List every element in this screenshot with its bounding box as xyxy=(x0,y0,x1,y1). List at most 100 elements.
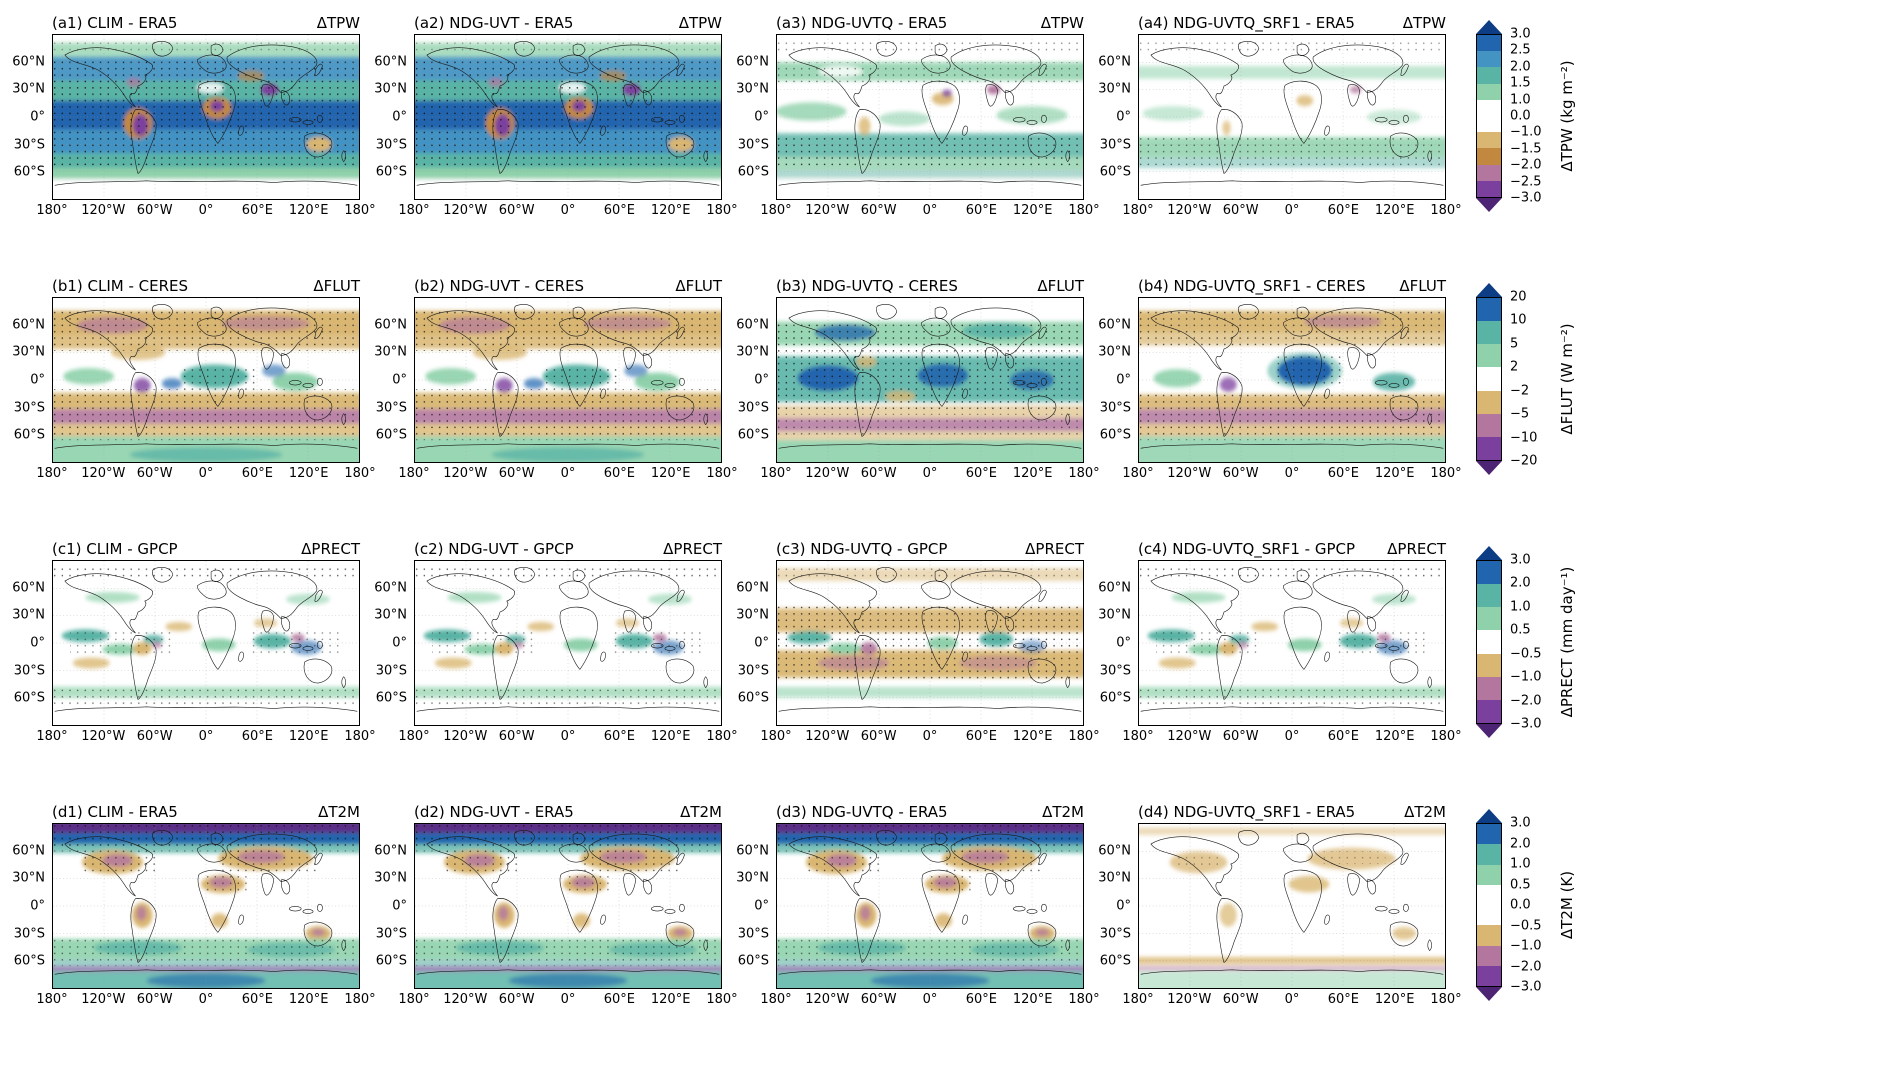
world-map xyxy=(53,35,359,199)
x-tick-label: 180° xyxy=(36,992,68,1007)
x-axis: 180° 120°W 60°W 0° 60°E 120°E 180° xyxy=(398,200,737,218)
x-tick-label: 120°E xyxy=(1012,466,1053,481)
colorbar-tick-label: −1.0 xyxy=(1510,938,1542,954)
panel-variable-label: ΔFLUT xyxy=(313,277,360,295)
colorbar-segment xyxy=(1477,436,1501,460)
panel-variable-label: ΔPRECT xyxy=(1025,540,1084,558)
map-frame xyxy=(1138,34,1446,200)
y-axis: 60°N 30°N 0° 30°S 60°S xyxy=(6,297,52,463)
colorbar-axis-label: ΔPRECT (mm day⁻¹) xyxy=(1558,566,1576,718)
colorbar-t2m: 3.0 2.0 1.0 0.5 0.0 −0.5 −1.0 −2.0 −3.0 ΔT2M (K) xyxy=(1476,803,1626,1001)
x-tick-label: 120°W xyxy=(1167,466,1212,481)
x-tick-label: 60°E xyxy=(241,992,273,1007)
x-tick-label: 120°E xyxy=(650,992,691,1007)
colorbar-tick-label: −0.5 xyxy=(1510,918,1542,933)
x-tick-label: 60°W xyxy=(136,203,173,218)
x-tick-label: 180° xyxy=(1430,992,1462,1007)
colorbar-bar xyxy=(1476,297,1502,461)
panel-variable-label: ΔT2M xyxy=(318,803,360,821)
colorbar-segment xyxy=(1477,699,1501,723)
world-map xyxy=(53,824,359,988)
colorbar-segment xyxy=(1477,561,1501,585)
colorbar-segment xyxy=(1477,413,1501,437)
y-tick-label: 60°N xyxy=(736,54,769,70)
x-tick-label: 60°W xyxy=(860,466,897,481)
colorbar-tick-label: 3.0 xyxy=(1510,552,1531,568)
x-tick-label: 60°E xyxy=(603,466,635,481)
colorbar-tick-label: −5 xyxy=(1510,406,1530,422)
x-tick-label: 60°W xyxy=(136,729,173,744)
y-tick-label: 60°N xyxy=(736,843,769,859)
x-tick-label: 180° xyxy=(36,466,68,481)
map-panel-d4: (d4) NDG-UVTQ_SRF1 - ERA5 ΔT2M 60°N 30°N 0… xyxy=(1092,803,1461,1007)
colorbar-tick-label: 1.0 xyxy=(1510,856,1531,872)
colorbar-segment xyxy=(1477,884,1501,905)
panel-title: (b4) NDG-UVTQ_SRF1 - CERES xyxy=(1138,277,1366,295)
x-tick-label: 0° xyxy=(1284,992,1300,1007)
panel-title: (a1) CLIM - ERA5 xyxy=(52,14,178,32)
map-frame xyxy=(414,560,722,726)
y-tick-label: 0° xyxy=(392,109,407,125)
panel-title: (a2) NDG-UVT - ERA5 xyxy=(414,14,574,32)
panel-variable-label: ΔTPW xyxy=(678,14,722,32)
y-tick-label: 60°N xyxy=(736,580,769,596)
y-tick-label: 30°S xyxy=(13,400,45,416)
x-tick-label: 0° xyxy=(922,466,938,481)
colorbar-ticks: 3.0 2.0 1.0 0.5 −0.5 −1.0 −2.0 −3.0 xyxy=(1510,553,1554,732)
y-tick-label: 60°S xyxy=(737,953,769,969)
y-tick-label: 30°S xyxy=(1099,400,1131,416)
x-tick-label: 180° xyxy=(398,729,430,744)
colorbar-tick-label: −2.0 xyxy=(1510,693,1542,709)
map-frame xyxy=(414,823,722,989)
x-tick-label: 120°E xyxy=(1374,729,1415,744)
colorbar-arrow-up xyxy=(1476,809,1502,823)
map-panel-b2: (b2) NDG-UVT - CERES ΔFLUT 60°N 30°N 0° 30°… xyxy=(368,277,737,481)
y-tick-label: 60°S xyxy=(1099,427,1131,443)
y-tick-label: 30°S xyxy=(1099,663,1131,679)
panel-title: (d3) NDG-UVTQ - ERA5 xyxy=(776,803,948,821)
x-tick-label: 60°E xyxy=(241,466,273,481)
colorbar-tick-label: 1.5 xyxy=(1510,75,1531,91)
x-tick-label: 120°W xyxy=(1167,992,1212,1007)
map-frame xyxy=(1138,560,1446,726)
x-tick-label: 180° xyxy=(706,203,738,218)
x-tick-label: 120°E xyxy=(288,466,329,481)
y-tick-label: 0° xyxy=(754,898,769,914)
colorbar-segment xyxy=(1477,925,1501,946)
colorbar-tick-label: 2.0 xyxy=(1510,575,1531,591)
x-axis: 180° 120°W 60°W 0° 60°E 120°E 180° xyxy=(398,463,737,481)
x-tick-label: 180° xyxy=(706,992,738,1007)
x-tick-label: 0° xyxy=(922,992,938,1007)
world-map xyxy=(777,824,1083,988)
map-frame xyxy=(414,297,722,463)
world-map xyxy=(777,298,1083,462)
colorbar-tick-label: 0.5 xyxy=(1510,877,1531,892)
colorbar-segment xyxy=(1477,390,1501,414)
x-tick-label: 180° xyxy=(344,729,376,744)
panel-variable-label: ΔTPW xyxy=(316,14,360,32)
y-tick-label: 60°N xyxy=(1098,54,1131,70)
colorbar-tick-label: −3.0 xyxy=(1510,979,1542,995)
panel-variable-label: ΔPRECT xyxy=(663,540,722,558)
panel-title: (c3) NDG-UVTQ - GPCP xyxy=(776,540,948,558)
panel-variable-label: ΔTPW xyxy=(1040,14,1084,32)
x-tick-label: 120°E xyxy=(650,203,691,218)
x-tick-label: 120°W xyxy=(805,992,850,1007)
x-tick-label: 0° xyxy=(1284,203,1300,218)
colorbar-segment xyxy=(1477,653,1501,677)
x-tick-label: 120°E xyxy=(1374,203,1415,218)
x-tick-label: 180° xyxy=(1122,992,1154,1007)
world-map xyxy=(53,298,359,462)
colorbar-tick-label: −10 xyxy=(1510,430,1538,446)
x-tick-label: 120°W xyxy=(443,203,488,218)
x-tick-label: 180° xyxy=(1122,203,1154,218)
y-tick-label: 60°N xyxy=(1098,317,1131,333)
colorbar-segment xyxy=(1477,132,1501,149)
map-frame xyxy=(52,560,360,726)
x-tick-label: 180° xyxy=(1430,203,1462,218)
colorbar-segment xyxy=(1477,844,1501,865)
y-tick-label: 30°N xyxy=(374,607,407,623)
map-frame xyxy=(776,34,1084,200)
y-tick-label: 60°S xyxy=(375,953,407,969)
